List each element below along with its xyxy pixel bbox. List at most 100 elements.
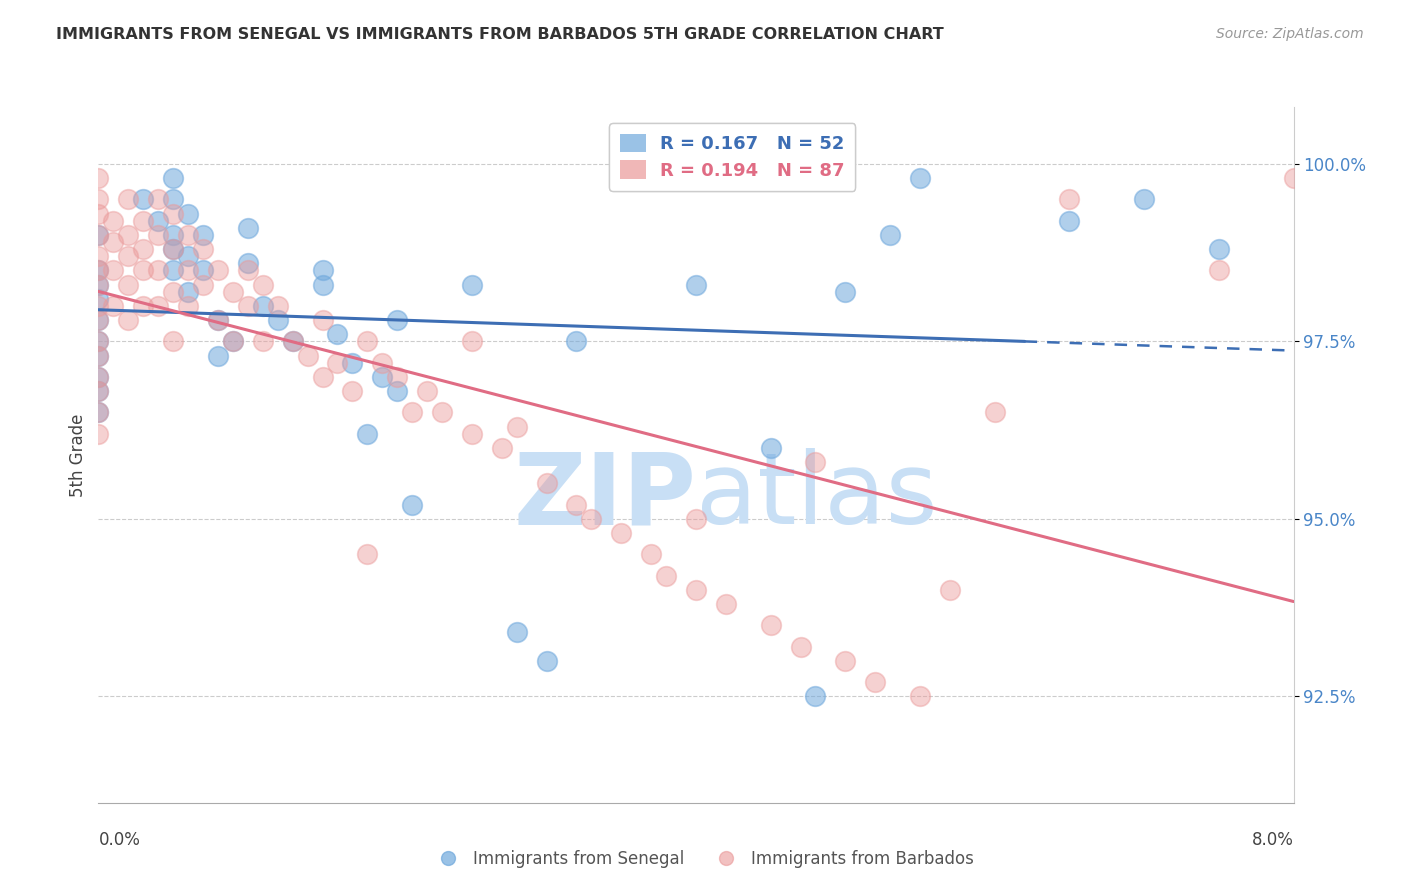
Point xyxy=(581,512,603,526)
Point xyxy=(461,426,484,441)
Point xyxy=(87,405,110,419)
Point xyxy=(461,277,484,292)
Point xyxy=(87,369,110,384)
Point xyxy=(326,356,349,370)
Point xyxy=(236,220,259,235)
Point xyxy=(714,597,737,611)
Text: Source: ZipAtlas.com: Source: ZipAtlas.com xyxy=(1216,27,1364,41)
Point xyxy=(87,249,110,263)
Point xyxy=(506,419,529,434)
Point xyxy=(222,334,245,349)
Point xyxy=(207,313,229,327)
Point xyxy=(148,213,170,227)
Point xyxy=(385,369,409,384)
Point xyxy=(385,313,409,327)
Point xyxy=(834,654,856,668)
Point xyxy=(87,369,110,384)
Point xyxy=(103,263,125,277)
Point xyxy=(87,227,110,242)
Point xyxy=(430,405,453,419)
Point xyxy=(789,640,811,654)
Point xyxy=(311,313,333,327)
Point xyxy=(177,227,200,242)
Text: 8.0%: 8.0% xyxy=(1251,830,1294,848)
Point xyxy=(385,384,409,398)
Point xyxy=(536,654,558,668)
Point xyxy=(162,263,184,277)
Point xyxy=(191,242,214,256)
Text: 0.0%: 0.0% xyxy=(98,830,141,848)
Point xyxy=(461,334,484,349)
Point xyxy=(356,426,378,441)
Point xyxy=(148,227,170,242)
Point xyxy=(371,369,394,384)
Point xyxy=(759,618,782,632)
Point xyxy=(87,171,110,186)
Point xyxy=(148,263,170,277)
Point xyxy=(1059,213,1081,227)
Point xyxy=(177,299,200,313)
Point xyxy=(162,334,184,349)
Point xyxy=(87,206,110,220)
Point xyxy=(191,263,214,277)
Point xyxy=(207,313,229,327)
Point xyxy=(103,213,125,227)
Point xyxy=(252,299,274,313)
Point xyxy=(834,285,856,299)
Point xyxy=(236,263,259,277)
Point xyxy=(267,299,290,313)
Point xyxy=(342,356,364,370)
Y-axis label: 5th Grade: 5th Grade xyxy=(69,413,87,497)
Point xyxy=(326,327,349,342)
Point xyxy=(356,547,378,561)
Text: atlas: atlas xyxy=(696,448,938,545)
Point xyxy=(281,334,304,349)
Point xyxy=(87,277,110,292)
Point xyxy=(132,242,155,256)
Point xyxy=(879,227,901,242)
Point xyxy=(236,299,259,313)
Point xyxy=(908,171,931,186)
Point xyxy=(1282,171,1305,186)
Point xyxy=(640,547,662,561)
Point xyxy=(87,384,110,398)
Text: ZIP: ZIP xyxy=(513,448,696,545)
Point xyxy=(863,675,886,690)
Point xyxy=(222,285,245,299)
Point xyxy=(610,526,633,541)
Point xyxy=(177,206,200,220)
Point xyxy=(191,277,214,292)
Point xyxy=(103,235,125,249)
Point xyxy=(297,349,319,363)
Point xyxy=(1133,192,1156,206)
Point xyxy=(87,292,110,306)
Point xyxy=(162,171,184,186)
Text: IMMIGRANTS FROM SENEGAL VS IMMIGRANTS FROM BARBADOS 5TH GRADE CORRELATION CHART: IMMIGRANTS FROM SENEGAL VS IMMIGRANTS FR… xyxy=(56,27,943,42)
Point xyxy=(685,512,707,526)
Point xyxy=(87,263,110,277)
Point xyxy=(536,476,558,491)
Point xyxy=(177,263,200,277)
Point xyxy=(87,349,110,363)
Point xyxy=(162,242,184,256)
Point xyxy=(87,277,110,292)
Point xyxy=(371,356,394,370)
Point xyxy=(804,455,827,469)
Point xyxy=(87,263,110,277)
Point xyxy=(207,349,229,363)
Point xyxy=(132,263,155,277)
Point xyxy=(222,334,245,349)
Point xyxy=(1059,192,1081,206)
Point xyxy=(655,568,678,582)
Point xyxy=(565,334,588,349)
Point xyxy=(103,299,125,313)
Point xyxy=(939,582,962,597)
Point xyxy=(759,441,782,455)
Point xyxy=(132,299,155,313)
Point xyxy=(87,349,110,363)
Point xyxy=(87,192,110,206)
Point xyxy=(491,441,513,455)
Point xyxy=(162,227,184,242)
Point xyxy=(117,313,139,327)
Point xyxy=(281,334,304,349)
